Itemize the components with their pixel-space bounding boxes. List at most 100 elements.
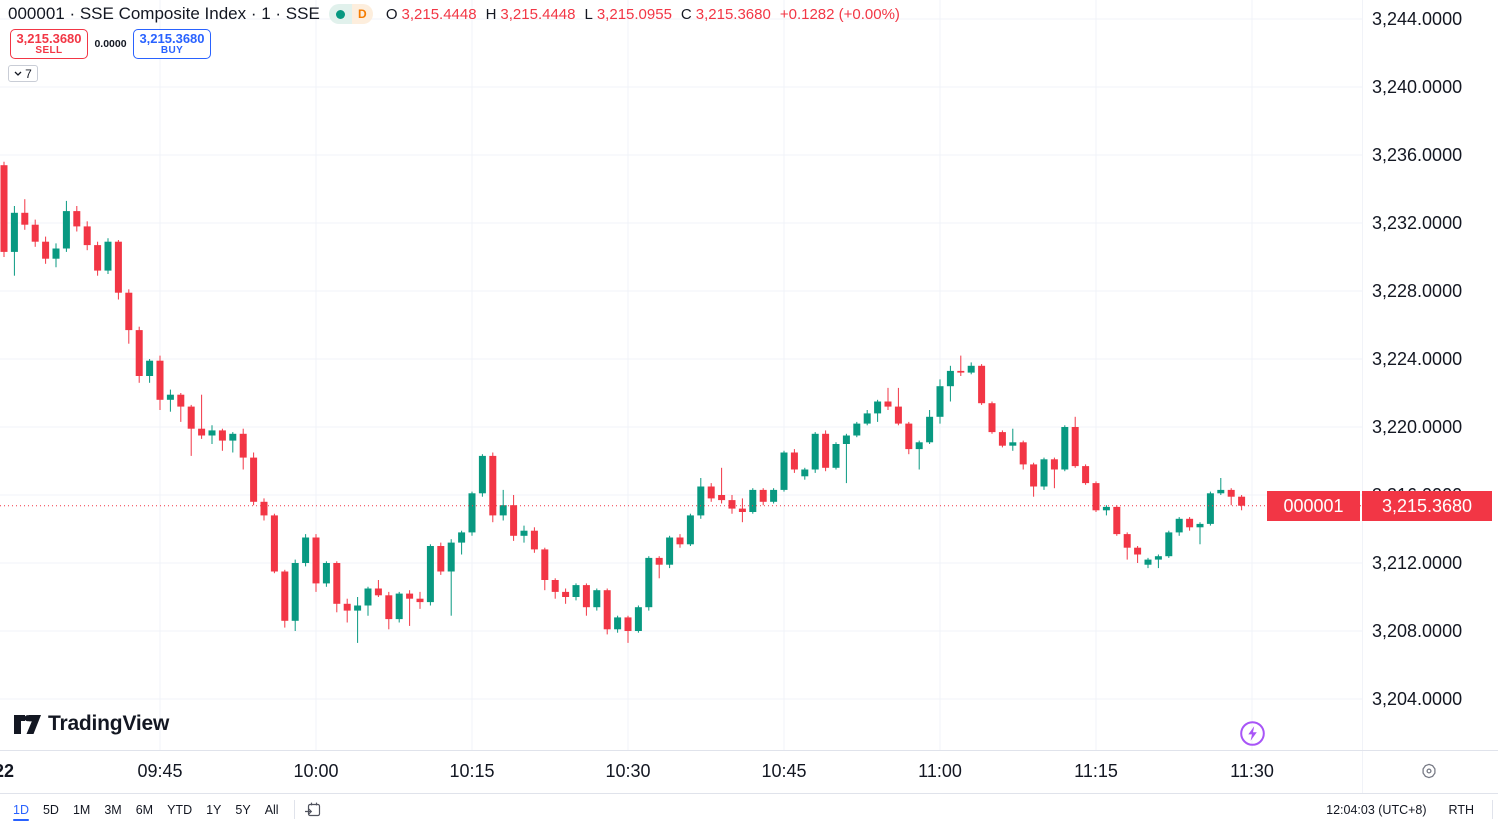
- candle: [1102, 505, 1110, 516]
- time-axis-label: 11:15: [1074, 761, 1118, 781]
- symbol-legend: 000001 · SSE Composite Index · 1 · SSE D…: [8, 3, 900, 25]
- candle: [114, 240, 122, 300]
- candle: [1175, 517, 1183, 536]
- candle: [73, 206, 81, 232]
- range-button-5y[interactable]: 5Y: [235, 802, 251, 817]
- candle: [416, 591, 424, 609]
- chart-plot-area[interactable]: 000001 · SSE Composite Index · 1 · SSE D…: [0, 0, 1362, 750]
- candle: [936, 379, 944, 424]
- candle: [1113, 505, 1121, 536]
- quantity-value: 7: [25, 66, 32, 81]
- time-axis-label: 11:00: [918, 761, 962, 781]
- candle: [447, 539, 455, 616]
- range-button-1y[interactable]: 1Y: [206, 802, 222, 817]
- candle: [562, 588, 570, 604]
- candle: [842, 433, 850, 484]
- candle: [1071, 416, 1079, 468]
- candle: [645, 556, 653, 611]
- time-axis-label: 10:15: [449, 761, 495, 781]
- symbol-title[interactable]: 000001 · SSE Composite Index · 1 · SSE: [8, 4, 320, 23]
- range-button-6m[interactable]: 6M: [135, 802, 154, 817]
- market-open-dot-icon: [328, 4, 352, 24]
- time-axis-label: 10:30: [605, 761, 651, 781]
- time-scale[interactable]: 22 09:45 10:00 10:15 10:30 10:45 11:00 11:15 11…: [0, 750, 1498, 794]
- candle: [614, 615, 622, 633]
- instant-trading-icon[interactable]: [1239, 720, 1266, 747]
- delayed-data-badge: D: [351, 4, 373, 24]
- candle: [1019, 440, 1027, 470]
- open-label: O: [385, 5, 398, 23]
- price-axis-label: 3,240.0000: [1372, 77, 1463, 97]
- candle: [582, 583, 590, 616]
- range-button-1d[interactable]: 1D: [6, 799, 36, 821]
- candle: [395, 591, 403, 623]
- candle: [978, 364, 986, 405]
- time-axis-label: 10:00: [293, 761, 339, 781]
- candle: [1040, 457, 1048, 490]
- price-axis-label: 3,228.0000: [1372, 281, 1463, 301]
- candle: [374, 580, 382, 597]
- candle: [364, 586, 372, 616]
- sell-button[interactable]: 3,215.3680 SELL: [10, 29, 88, 59]
- session-rth-button[interactable]: RTH: [1448, 802, 1474, 817]
- candle: [666, 535, 674, 569]
- candle: [198, 394, 206, 439]
- candle: [988, 401, 996, 434]
- candlestick-chart[interactable]: [0, 0, 1362, 750]
- toolbar-separator: [293, 800, 295, 819]
- spread-value: 0.0000: [94, 38, 127, 50]
- range-button-1m[interactable]: 1M: [72, 802, 91, 817]
- current-price-tag[interactable]: 000001 3,215.3680: [1267, 491, 1492, 521]
- range-button-all[interactable]: All: [264, 802, 279, 817]
- candle: [437, 542, 445, 575]
- candle: [915, 440, 923, 470]
- bottom-toolbar: 1D 5D 1M 3M 6M YTD 1Y 5Y All 12:04:03 (UTC+8) RT…: [0, 793, 1498, 825]
- day-of-month-label: 22: [0, 761, 15, 781]
- candle: [946, 365, 954, 402]
- candle: [957, 355, 965, 376]
- gear-icon[interactable]: [1420, 762, 1438, 780]
- candle: [1238, 495, 1246, 511]
- candle: [707, 483, 715, 502]
- candle: [146, 359, 154, 383]
- range-button-ytd[interactable]: YTD: [167, 802, 193, 817]
- tradingview-logo-icon: [14, 714, 41, 734]
- high-value: 3,215.4448: [500, 5, 576, 23]
- candle: [634, 605, 642, 633]
- candle: [270, 513, 278, 574]
- candle: [281, 569, 289, 628]
- candle: [260, 498, 268, 521]
- candle: [291, 559, 299, 631]
- candle: [208, 425, 216, 444]
- open-value: 3,215.4448: [401, 5, 477, 23]
- candle: [998, 430, 1006, 448]
- market-status-badge[interactable]: D: [328, 4, 373, 24]
- range-button-3m[interactable]: 3M: [104, 802, 122, 817]
- price-axis-label: 3,232.0000: [1372, 213, 1463, 233]
- candle: [1165, 530, 1173, 558]
- go-to-date-button[interactable]: [303, 800, 323, 820]
- sell-price: 3,215.3680: [16, 30, 82, 46]
- candle: [780, 450, 788, 492]
- quantity-button[interactable]: 7: [8, 65, 38, 82]
- price-axis-label: 3,236.0000: [1372, 145, 1463, 165]
- candle: [406, 590, 414, 626]
- candle: [718, 467, 726, 504]
- candle: [1196, 522, 1204, 545]
- candle: [333, 561, 341, 613]
- range-button-5d[interactable]: 5D: [42, 802, 59, 817]
- candle: [1050, 457, 1058, 489]
- clock-label[interactable]: 12:04:03 (UTC+8): [1326, 802, 1427, 817]
- tradingview-logo[interactable]: TradingView: [14, 712, 169, 736]
- tradingview-logo-text: TradingView: [48, 712, 170, 735]
- candle: [166, 389, 174, 412]
- candle: [822, 430, 830, 472]
- price-scale[interactable]: 3,244.0000 3,240.0000 3,236.0000 3,232.0000…: [1362, 0, 1498, 750]
- time-axis-label: 10:45: [761, 761, 807, 781]
- candle: [239, 428, 247, 470]
- buy-button[interactable]: 3,215.3680 BUY: [133, 29, 211, 59]
- candle: [354, 597, 362, 643]
- price-tag-symbol: 000001: [1267, 491, 1360, 521]
- candle: [863, 410, 871, 426]
- gridlines: [0, 0, 1362, 750]
